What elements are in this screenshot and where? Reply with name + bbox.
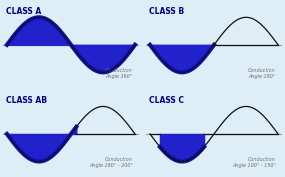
Text: CLASS AB: CLASS AB [6,96,47,105]
Text: Conduction
Angle 180°: Conduction Angle 180° [248,68,276,79]
Text: Conduction
Angle 360°: Conduction Angle 360° [105,68,133,79]
Text: CLASS B: CLASS B [149,7,184,16]
Text: CLASS C: CLASS C [149,96,184,105]
Text: CLASS A: CLASS A [6,7,41,16]
Text: Conduction
Angle 180° - 200°: Conduction Angle 180° - 200° [89,157,133,168]
Text: Conduction
Angle 100° - 150°: Conduction Angle 100° - 150° [232,157,276,168]
